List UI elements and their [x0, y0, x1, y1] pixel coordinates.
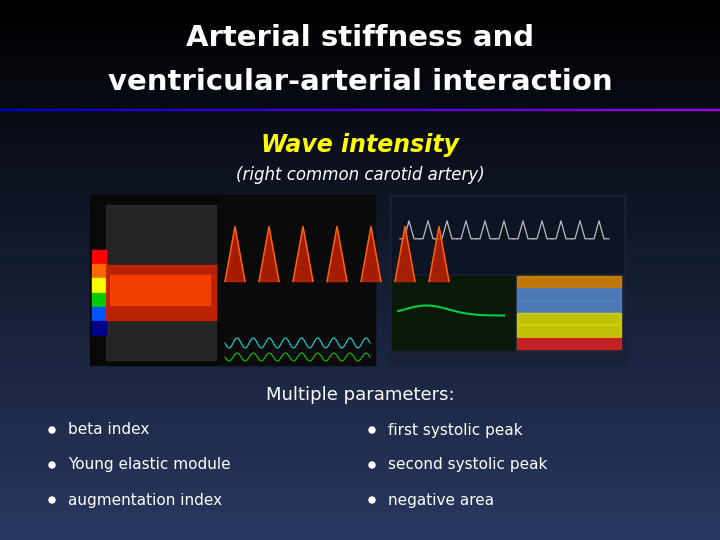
Bar — [90, 195, 375, 365]
Bar — [392, 276, 514, 350]
Circle shape — [49, 427, 55, 433]
Text: augmentation index: augmentation index — [68, 492, 222, 508]
Polygon shape — [225, 226, 245, 281]
Bar — [106, 265, 216, 320]
Text: negative area: negative area — [388, 492, 494, 508]
Bar — [106, 205, 216, 360]
Text: Young elastic module: Young elastic module — [68, 457, 230, 472]
Circle shape — [369, 462, 375, 468]
Polygon shape — [361, 226, 381, 281]
Bar — [220, 195, 375, 365]
Text: first systolic peak: first systolic peak — [388, 422, 523, 437]
Bar — [92, 264, 106, 278]
Bar — [390, 195, 625, 365]
Polygon shape — [395, 226, 415, 281]
Text: beta index: beta index — [68, 422, 149, 437]
Circle shape — [369, 427, 375, 433]
Text: (right common carotid artery): (right common carotid artery) — [235, 166, 485, 184]
Polygon shape — [429, 226, 449, 281]
Bar — [517, 338, 621, 349]
Bar — [92, 278, 106, 293]
Bar — [92, 321, 106, 335]
Bar — [110, 275, 210, 305]
Bar — [517, 288, 621, 300]
Bar — [92, 293, 106, 307]
Text: Arterial stiffness and: Arterial stiffness and — [186, 24, 534, 52]
Text: Multiple parameters:: Multiple parameters: — [266, 386, 454, 404]
Text: second systolic peak: second systolic peak — [388, 457, 547, 472]
Text: Wave intensity: Wave intensity — [261, 133, 459, 157]
Bar — [392, 197, 623, 273]
Bar — [517, 325, 621, 336]
Polygon shape — [293, 226, 313, 281]
Bar — [92, 307, 106, 321]
Circle shape — [49, 497, 55, 503]
Circle shape — [49, 462, 55, 468]
Text: ventricular-arterial interaction: ventricular-arterial interaction — [108, 68, 612, 96]
Bar — [517, 313, 621, 325]
Polygon shape — [327, 226, 347, 281]
Circle shape — [369, 497, 375, 503]
Bar — [517, 276, 621, 287]
Polygon shape — [259, 226, 279, 281]
Bar — [517, 301, 621, 312]
Bar — [92, 250, 106, 264]
